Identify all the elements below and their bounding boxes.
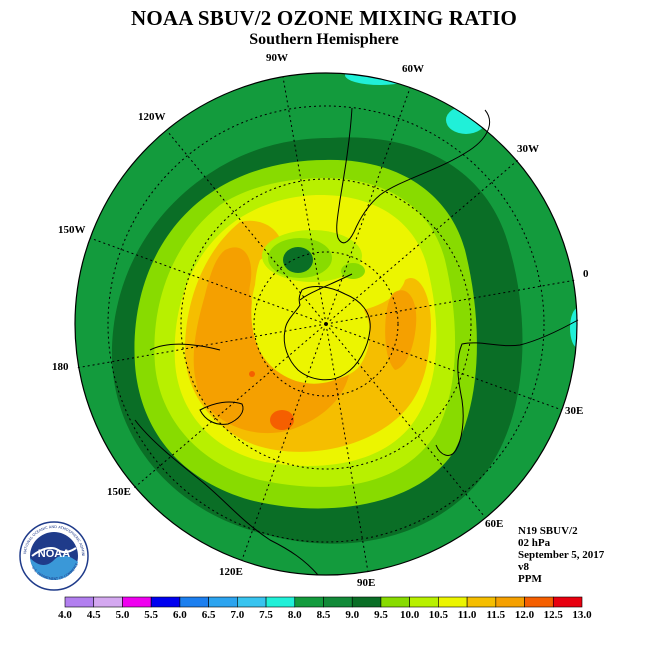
lon-label-120w: 120W	[138, 111, 166, 123]
meridian-0	[325, 279, 577, 325]
colorbar-swatch	[524, 596, 554, 608]
colorbar-swatch	[64, 596, 95, 608]
colorbar-tick-label: 12.5	[544, 609, 564, 621]
lon-label-30e: 30E	[565, 405, 583, 417]
colorbar-tick-label: 12.0	[515, 609, 535, 621]
map-subtitle: Southern Hemisphere	[249, 31, 399, 48]
lon-label-150e: 150E	[107, 486, 131, 498]
lon-label-60w: 60W	[402, 63, 424, 75]
colorbar-swatch	[323, 596, 353, 608]
parallel-circle	[253, 251, 399, 397]
coastlines	[134, 107, 579, 576]
colorbar-swatch	[150, 596, 181, 608]
lon-label-90w: 90W	[266, 52, 288, 64]
parallel-circle	[107, 105, 545, 543]
colorbar-swatch	[294, 596, 324, 608]
antarctica-outline	[283, 286, 371, 381]
graticule	[75, 76, 577, 573]
colorbar-tick-label: 5.0	[116, 609, 130, 621]
lon-label-120e: 120E	[219, 566, 243, 578]
info-date: September 5, 2017	[518, 549, 605, 561]
contour-9-9.5-low2	[341, 263, 365, 279]
contour-10-10.5-center	[282, 293, 370, 380]
parallel-circle	[180, 178, 472, 470]
colorbar-swatch	[409, 596, 439, 608]
meridian-150e	[133, 323, 327, 489]
colorbar-tick-label: 4.5	[87, 609, 101, 621]
lon-label-30w: 30W	[517, 143, 539, 155]
meridian-120e	[241, 323, 327, 561]
colorbar-swatch	[179, 596, 209, 608]
new-zealand-outline	[199, 401, 244, 425]
colorbar-tick-label: 6.0	[173, 609, 187, 621]
colorbar-swatch	[351, 596, 382, 608]
contour-8.5-9-low	[283, 247, 313, 273]
info-instrument: N19 SBUV/2	[518, 525, 578, 537]
colorbar-swatch	[208, 596, 238, 608]
colorbar-tick-label: 8.0	[288, 609, 302, 621]
colorbar-swatch	[466, 596, 497, 608]
ozone-field	[75, 73, 577, 575]
colorbar-tick-label: 4.0	[58, 609, 72, 621]
meridian-150w	[89, 237, 327, 325]
colorbar-tick-label: 11.0	[458, 609, 477, 621]
meridian-60e	[325, 323, 485, 517]
colorbar-tick-label: 13.0	[572, 609, 592, 621]
lon-label-0: 0	[583, 268, 589, 280]
map-border	[74, 72, 578, 576]
colorbar-tick-label: 9.0	[345, 609, 359, 621]
colorbar-tick-label: 5.5	[144, 609, 158, 621]
australia-outline	[134, 343, 319, 576]
colorbar-swatch	[495, 596, 525, 608]
south-america-outline	[336, 107, 490, 244]
africa-outline	[435, 319, 579, 456]
info-block: N19 SBUV/2 02 hPa September 5, 2017 v8 P…	[518, 525, 604, 585]
logo-text: NOAA	[38, 548, 70, 560]
colorbar-tick-label: 6.5	[202, 609, 216, 621]
colorbar-swatch	[438, 596, 468, 608]
colorbar-swatch	[237, 596, 267, 608]
meridian-60w	[325, 87, 411, 325]
info-units: PPM	[518, 573, 542, 585]
colorbar-swatch	[380, 596, 410, 608]
contour-11.5-12	[270, 410, 294, 430]
meridian-90w	[282, 76, 327, 325]
colorbar-tick-label: 10.0	[400, 609, 420, 621]
logo-bird-wing	[31, 547, 77, 557]
meridian-90e	[325, 323, 369, 573]
colorbar-tick-label: 7.5	[259, 609, 273, 621]
meridian-30e	[325, 323, 563, 411]
colorbar-swatch	[122, 596, 152, 608]
meridian-180	[75, 323, 327, 369]
lon-label-150w: 150W	[58, 224, 86, 236]
colorbar-tick-label: 10.5	[429, 609, 449, 621]
contour-11.5-12-dot	[249, 371, 255, 377]
colorbar-tick-label: 9.5	[374, 609, 388, 621]
colorbar-tick-label: 7.0	[230, 609, 244, 621]
colorbar-tick-label: 11.5	[487, 609, 506, 621]
logo-wave	[30, 555, 78, 580]
info-level: 02 hPa	[518, 537, 551, 549]
lon-label-90e: 90E	[357, 577, 375, 589]
colorbar-swatch	[265, 596, 296, 608]
lon-label-180: 180	[52, 361, 69, 373]
noaa-logo: NOAA NATIONAL OCEANIC AND ATMOSPHERIC AD…	[18, 520, 89, 591]
meridian-120w	[167, 131, 327, 325]
map-title: NOAA SBUV/2 OZONE MIXING RATIO	[131, 6, 517, 30]
antarctic-peninsula	[299, 273, 353, 301]
colorbar-swatch	[552, 596, 583, 608]
lon-label-60e: 60E	[485, 518, 503, 530]
colorbar-tick-label: 8.5	[317, 609, 331, 621]
meridian-30w	[325, 159, 519, 325]
contour-7.5-8-patch	[570, 308, 577, 348]
info-version: v8	[518, 561, 529, 573]
colorbar-swatch	[93, 596, 123, 608]
